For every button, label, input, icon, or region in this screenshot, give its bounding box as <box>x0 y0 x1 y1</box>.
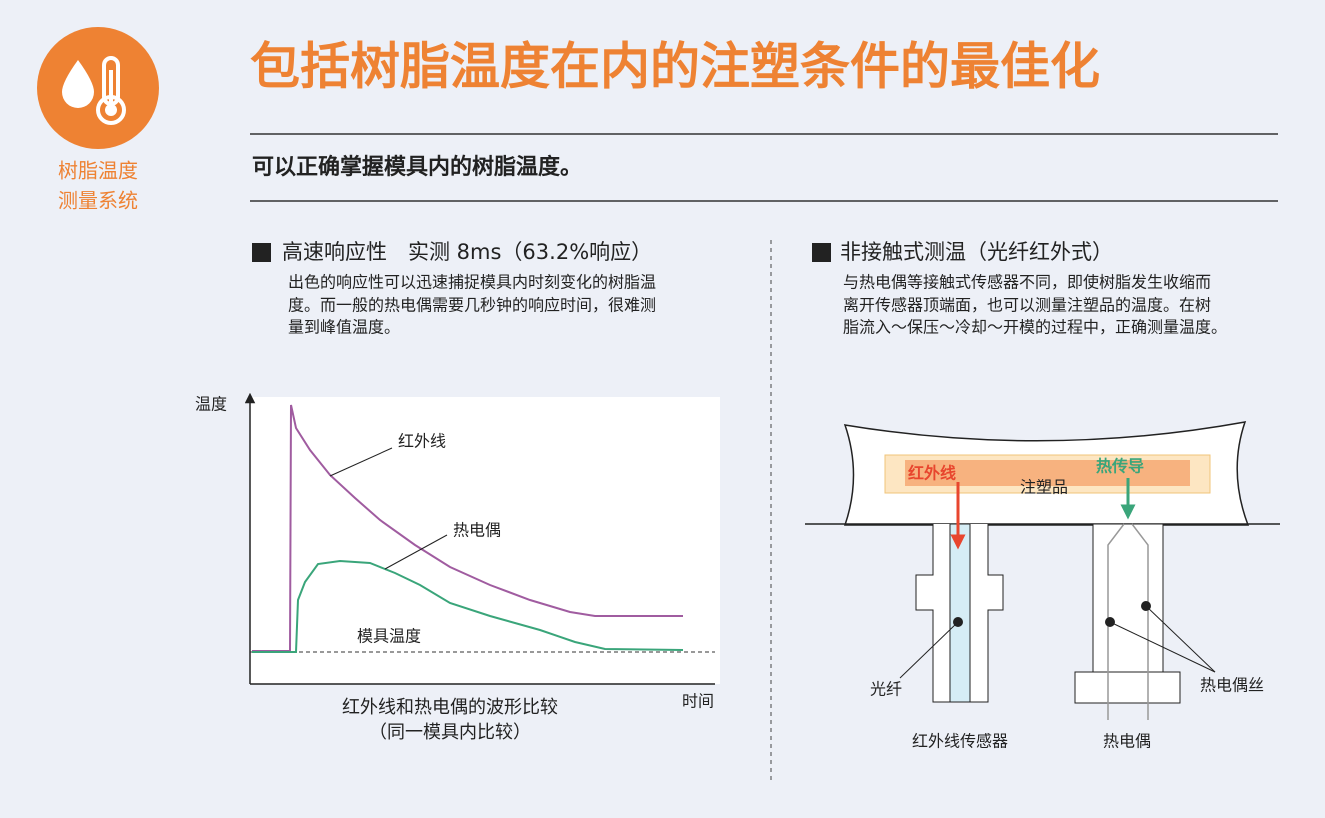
curve-label: 红外线 <box>398 432 446 451</box>
diagram-label: 热电偶丝 <box>1200 676 1264 695</box>
subtitle: 可以正确掌握模具内的树脂温度。 <box>252 154 582 180</box>
waveform-figure <box>244 392 720 685</box>
axis-label: 温度 <box>195 395 227 414</box>
badge-label: 树脂温度 <box>58 159 138 183</box>
sensor-diagram <box>805 421 1280 720</box>
badge-label: 测量系统 <box>58 189 138 213</box>
diagram-label: 热传导 <box>1096 457 1144 476</box>
diagram-label: 热电偶 <box>1103 732 1151 751</box>
body-text: 与热电偶等接触式传感器不同，即使树脂发生收缩而 <box>843 273 1211 292</box>
diagram-label: 注塑品 <box>1020 478 1068 497</box>
body-text: 出色的响应性可以迅速捕捉模具内时刻变化的树脂温 <box>288 273 656 292</box>
body-text: 离开传感器顶端面，也可以测量注塑品的温度。在树 <box>843 296 1211 315</box>
body-text: 度。而一般的热电偶需要几秒钟的响应时间，很难测 <box>288 296 656 315</box>
bullet <box>252 243 271 262</box>
diagram-label: 红外线 <box>908 464 956 483</box>
curve-label: 热电偶 <box>453 521 501 540</box>
axis-label: 时间 <box>682 692 714 711</box>
page-title: 包括树脂温度在内的注塑条件的最佳化 <box>250 38 1100 96</box>
body-text: 量到峰值温度。 <box>288 318 400 337</box>
diagram-label: 光纤 <box>870 680 902 699</box>
badge-icon <box>37 27 159 149</box>
section-heading: 高速响应性 实测 8ms（63.2%响应） <box>282 240 652 264</box>
section-heading: 非接触式测温（光纤红外式） <box>840 240 1113 264</box>
body-text: 脂流入～保压～冷却～开模的过程中，正确测量温度。 <box>843 318 1227 337</box>
diagram-label: 红外线传感器 <box>912 732 1008 751</box>
caption: 红外线和热电偶的波形比较 <box>342 697 558 718</box>
caption: （同一模具内比较） <box>369 722 531 743</box>
curve-label: 模具温度 <box>357 627 421 646</box>
bullet <box>812 243 831 262</box>
